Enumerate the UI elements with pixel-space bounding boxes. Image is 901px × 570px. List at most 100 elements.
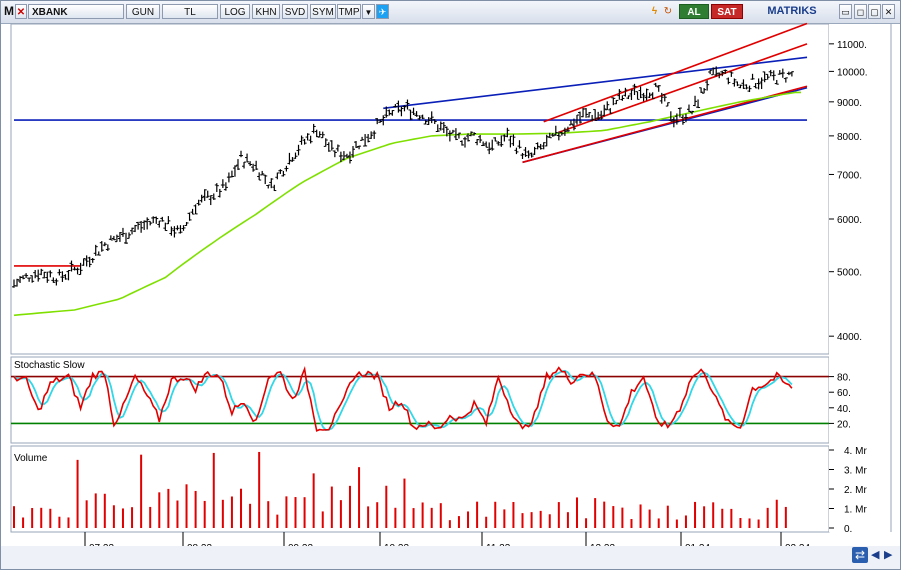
stochastic-tick-label: 60. [837,388,851,399]
stochastic-tick-label: 20. [837,419,851,430]
volume-bar [394,507,397,528]
svd-button[interactable]: SVD [282,4,308,19]
stochastic-k-line [13,366,793,432]
sell-button[interactable]: SAT [711,4,743,19]
lightning-icon[interactable]: ϟ [651,6,658,17]
volume-bar [367,506,370,528]
dropdown-arrow-icon[interactable]: ▼ [362,4,375,19]
scroll-right-icon[interactable]: ▶ [884,549,893,561]
currency-button[interactable]: TL [162,4,218,19]
volume-bar [194,490,197,528]
refresh-icon[interactable]: ↻ [663,6,673,17]
volume-bar [739,517,742,528]
time-tick-label: 08.23 [187,543,212,546]
volume-bar [403,478,406,528]
volume-bar [103,493,106,528]
volume-panel [10,445,830,533]
stochastic-tick-label: 40. [837,404,851,415]
volume-bar [612,506,615,528]
volume-bar [167,488,170,528]
volume-bar [121,508,124,528]
volume-bar [185,484,188,528]
time-tick-label: 11.23 [486,543,511,546]
volume-bar [203,500,206,528]
volume-bar [712,502,715,528]
volume-bar [112,505,115,528]
price-tick-label: 8000. [837,132,862,143]
volume-bar [267,501,270,528]
volume-tick-label: 4. Mr [844,446,867,457]
volume-bar [22,517,25,528]
volume-tick-label: 3. Mr [844,466,867,477]
volume-bar [312,473,315,528]
stochastic-tick-label: 80. [837,373,851,384]
volume-bar [530,512,533,528]
volume-bar [76,459,79,528]
khn-button[interactable]: KHN [252,4,280,19]
volume-bar [303,497,306,528]
price-tick-label: 10000. [837,67,868,78]
sym-button[interactable]: SYM [310,4,336,19]
volume-bar [621,507,624,528]
volume-bar [285,496,288,528]
volume-bar [494,501,497,528]
volume-bar [457,516,460,528]
price-tick-label: 7000. [837,170,862,181]
right-scale-bg [829,24,891,532]
time-tick-label: 01.24 [685,543,710,546]
log-button[interactable]: LOG [220,4,250,19]
scroll-left-icon[interactable]: ◀ [871,549,880,561]
volume-bar [784,506,787,528]
volume-bar [603,501,606,528]
trend-line [543,22,808,123]
stochastic-layer [11,366,829,432]
price-layer [12,22,808,317]
volume-bar [521,513,524,528]
tmp-button[interactable]: TMP [337,4,361,19]
volume-bar [258,451,261,528]
volume-bar [376,502,379,528]
volume-bar [439,503,442,528]
volume-bar [221,499,224,528]
volume-bar [694,501,697,528]
price-tick-label: 6000. [837,215,862,226]
symbol-field[interactable]: XBANK [28,4,124,19]
stochastic-title: Stochastic Slow [14,360,85,371]
volume-bar [94,493,97,528]
volume-layer [13,451,787,528]
volume-bar [503,509,506,528]
volume-bar [240,488,243,528]
price-tick-label: 5000. [837,268,862,279]
maximize-icon[interactable]: ▢ [868,4,881,19]
close-icon[interactable]: ✕ [882,4,895,19]
restore-icon[interactable]: ◻ [854,4,867,19]
volume-bar [212,452,215,528]
volume-bar [58,516,61,528]
volume-bar [176,500,179,528]
volume-bar [67,517,70,528]
volume-bar [131,507,134,528]
minimize-icon[interactable]: ▭ [839,4,852,19]
volume-bar [149,506,152,528]
volume-bar [358,467,361,528]
volume-bar [85,500,88,528]
volume-bar [775,499,778,528]
status-bar: ⇄ ◀ ▶ [1,546,900,569]
volume-bar [467,511,470,528]
volume-bar [675,519,678,528]
volume-bar [249,503,252,528]
period-button[interactable]: GUN [126,4,160,19]
time-tick-label: 10.23 [384,543,409,546]
volume-bar [512,502,515,528]
stochastic-panel [10,356,830,444]
twitter-icon[interactable]: ✈ [376,4,389,19]
volume-bar [476,501,479,528]
volume-tick-label: 2. Mr [844,485,867,496]
volume-bar [140,454,143,528]
menu-button[interactable]: M [4,4,14,18]
close-symbol-icon[interactable]: ✕ [15,4,27,19]
buy-button[interactable]: AL [679,4,709,19]
volume-bar [448,520,451,528]
sync-icon[interactable]: ⇄ [852,547,868,563]
